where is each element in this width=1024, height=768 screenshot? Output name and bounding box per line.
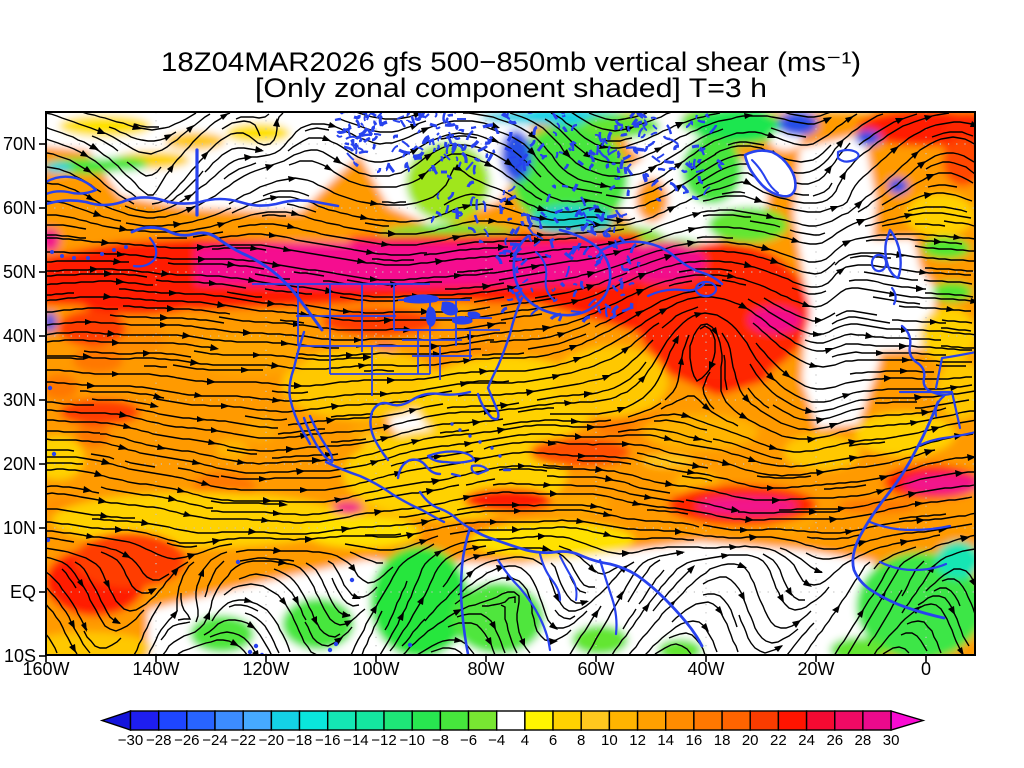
svg-text:24: 24 <box>798 732 815 749</box>
svg-text:50N: 50N <box>3 262 36 282</box>
svg-text:18: 18 <box>714 732 731 749</box>
svg-text:6: 6 <box>549 732 557 749</box>
svg-text:−10: −10 <box>399 732 424 749</box>
svg-text:16: 16 <box>686 732 703 749</box>
svg-text:70N: 70N <box>3 134 36 154</box>
svg-text:−30: −30 <box>118 732 143 749</box>
svg-text:−14: −14 <box>343 732 368 749</box>
svg-text:10: 10 <box>601 732 618 749</box>
svg-text:20: 20 <box>742 732 759 749</box>
svg-text:−6: −6 <box>460 732 477 749</box>
svg-text:12: 12 <box>629 732 646 749</box>
svg-text:30N: 30N <box>3 390 36 410</box>
svg-text:18Z04MAR2026 gfs 500−850mb ver: 18Z04MAR2026 gfs 500−850mb vertical shea… <box>161 47 861 77</box>
svg-text:160W: 160W <box>22 659 69 679</box>
svg-text:28: 28 <box>855 732 872 749</box>
svg-text:−24: −24 <box>202 732 227 749</box>
svg-text:30: 30 <box>883 732 900 749</box>
svg-text:140W: 140W <box>132 659 179 679</box>
svg-text:−20: −20 <box>259 732 284 749</box>
svg-text:−4: −4 <box>488 732 505 749</box>
svg-text:40N: 40N <box>3 326 36 346</box>
svg-text:60W: 60W <box>577 659 614 679</box>
svg-text:14: 14 <box>657 732 674 749</box>
svg-text:10S: 10S <box>4 646 36 666</box>
svg-text:EQ: EQ <box>10 582 36 602</box>
svg-text:−12: −12 <box>371 732 396 749</box>
svg-text:[Only zonal component shaded]: [Only zonal component shaded] T=3 h <box>255 73 767 103</box>
svg-text:60N: 60N <box>3 198 36 218</box>
svg-text:−8: −8 <box>432 732 449 749</box>
svg-text:0: 0 <box>921 659 931 679</box>
svg-text:8: 8 <box>577 732 585 749</box>
svg-text:−22: −22 <box>230 732 255 749</box>
svg-text:−16: −16 <box>315 732 340 749</box>
svg-text:22: 22 <box>770 732 787 749</box>
svg-text:10N: 10N <box>3 518 36 538</box>
svg-text:80W: 80W <box>467 659 504 679</box>
svg-text:40W: 40W <box>687 659 724 679</box>
svg-text:−28: −28 <box>146 732 171 749</box>
svg-text:20W: 20W <box>797 659 834 679</box>
svg-text:4: 4 <box>521 732 529 749</box>
svg-text:−18: −18 <box>287 732 312 749</box>
svg-text:100W: 100W <box>352 659 399 679</box>
svg-text:20N: 20N <box>3 454 36 474</box>
svg-text:−26: −26 <box>174 732 199 749</box>
svg-text:26: 26 <box>826 732 843 749</box>
svg-text:120W: 120W <box>242 659 289 679</box>
